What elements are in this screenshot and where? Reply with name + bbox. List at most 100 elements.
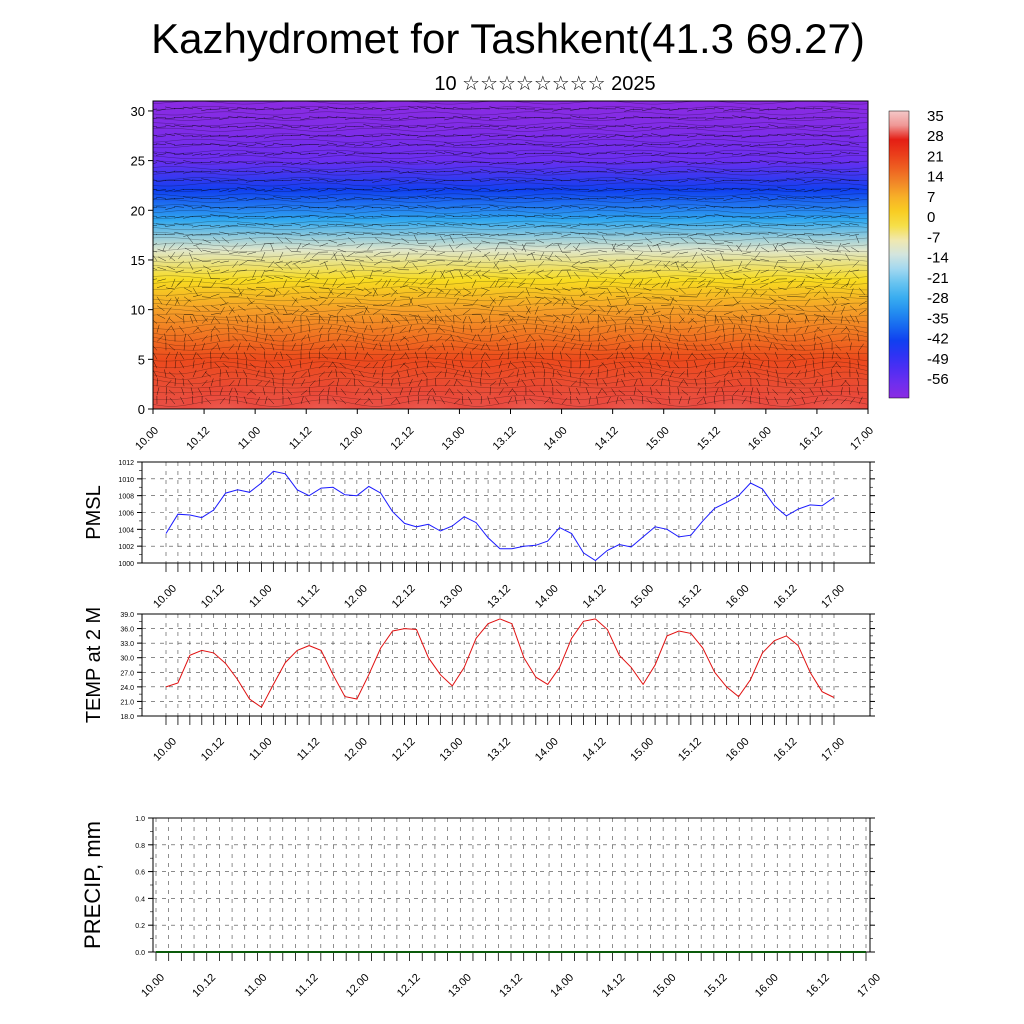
wind-vector: [606, 195, 617, 199]
wind-vector: [405, 251, 410, 261]
wind-vector: [804, 125, 815, 128]
wind-vector: [751, 278, 761, 284]
time-tick-label: 14.12: [593, 425, 621, 453]
wind-vector: [177, 260, 185, 267]
wind-vector: [794, 333, 797, 342]
wind-vector: [408, 231, 419, 235]
wind-vector: [254, 152, 266, 154]
y-tick-label: 0.4: [135, 896, 145, 903]
x-tick-label: 11.00: [247, 736, 274, 763]
wind-vector: [743, 273, 752, 280]
wind-vector: [624, 233, 635, 237]
wind-vector: [165, 207, 176, 210]
wind-vector: [317, 170, 329, 172]
wind-vector: [805, 275, 815, 280]
wind-vector: [156, 223, 167, 226]
x-tick-label: 13.00: [437, 583, 465, 611]
wind-vector: [686, 360, 689, 369]
wind-vector: [228, 224, 239, 227]
wind-vector: [354, 296, 362, 304]
wind-vector: [183, 160, 194, 163]
wind-vector: [759, 290, 767, 297]
wind-vector: [291, 216, 302, 218]
wind-vector: [336, 116, 347, 119]
wind-vector: [812, 233, 824, 236]
wind-vector: [834, 269, 842, 277]
wind-vector: [823, 257, 833, 262]
wind-vector: [668, 378, 671, 387]
wind-vector: [591, 354, 599, 360]
wind-vector: [255, 124, 266, 128]
wind-vector: [695, 179, 707, 181]
wind-vector: [516, 126, 527, 129]
wind-vector: [234, 387, 239, 396]
wind-vector: [723, 288, 729, 297]
wind-vector: [579, 207, 590, 209]
wind-vector: [246, 135, 257, 138]
x-tick-label: 16.00: [724, 583, 752, 611]
wind-vector: [606, 325, 612, 333]
wind-vector: [201, 296, 212, 298]
wind-vector: [775, 369, 779, 378]
wind-vector: [714, 171, 725, 173]
wind-vector: [814, 241, 824, 244]
wind-vector: [174, 153, 185, 156]
wind-vector: [360, 342, 365, 351]
wind-vector: [507, 388, 513, 396]
wind-vector: [191, 135, 203, 137]
wind-vector: [615, 396, 619, 405]
wind-vector: [291, 162, 302, 165]
wind-vector: [156, 314, 166, 319]
wind-vector: [523, 369, 527, 378]
wind-vector: [453, 290, 461, 297]
wind-vector: [748, 333, 752, 342]
wind-vector: [605, 206, 617, 208]
wind-vector: [673, 326, 680, 333]
wind-vector: [300, 396, 304, 405]
wind-vector: [452, 153, 464, 155]
wind-vector: [246, 186, 257, 190]
wind-vector: [444, 369, 447, 378]
wind-vector: [270, 369, 275, 378]
wind-vector: [578, 233, 590, 235]
wind-vector: [210, 161, 221, 163]
wind-vector: [705, 361, 711, 369]
wind-vector: [623, 197, 635, 199]
wind-vector: [512, 388, 518, 396]
wind-vector: [264, 305, 273, 311]
wind-vector: [390, 352, 396, 360]
wind-vector: [615, 171, 626, 174]
wind-vector: [601, 335, 608, 342]
wind-vector: [849, 161, 860, 163]
wind-vector: [296, 242, 302, 252]
wind-vector: [255, 231, 266, 235]
wind-vector: [443, 126, 455, 128]
wind-vector: [479, 223, 491, 226]
wind-vector: [281, 117, 293, 119]
wind-vector: [813, 107, 824, 110]
wind-vector: [615, 308, 624, 315]
wind-vector: [204, 371, 212, 378]
wind-vector: [660, 233, 671, 236]
wind-vector: [209, 135, 221, 137]
wind-vector: [705, 233, 716, 236]
wind-vector: [407, 134, 419, 137]
wind-vector: [278, 251, 284, 261]
wind-vector: [747, 369, 752, 378]
wind-vector: [381, 186, 392, 190]
wind-vector: [808, 235, 815, 244]
wind-vector: [515, 170, 527, 172]
wind-vector: [237, 178, 248, 181]
wind-vector: [579, 160, 590, 163]
wind-vector: [647, 316, 653, 324]
x-tick-label: 10.00: [151, 583, 179, 611]
wind-vector: [677, 125, 689, 128]
wind-vector: [705, 279, 711, 288]
wind-vector: [729, 342, 734, 351]
wind-vector: [696, 288, 702, 297]
wind-vector: [614, 324, 617, 333]
wind-vector: [471, 298, 479, 306]
wind-vector: [375, 278, 383, 286]
wind-vector: [629, 396, 635, 405]
